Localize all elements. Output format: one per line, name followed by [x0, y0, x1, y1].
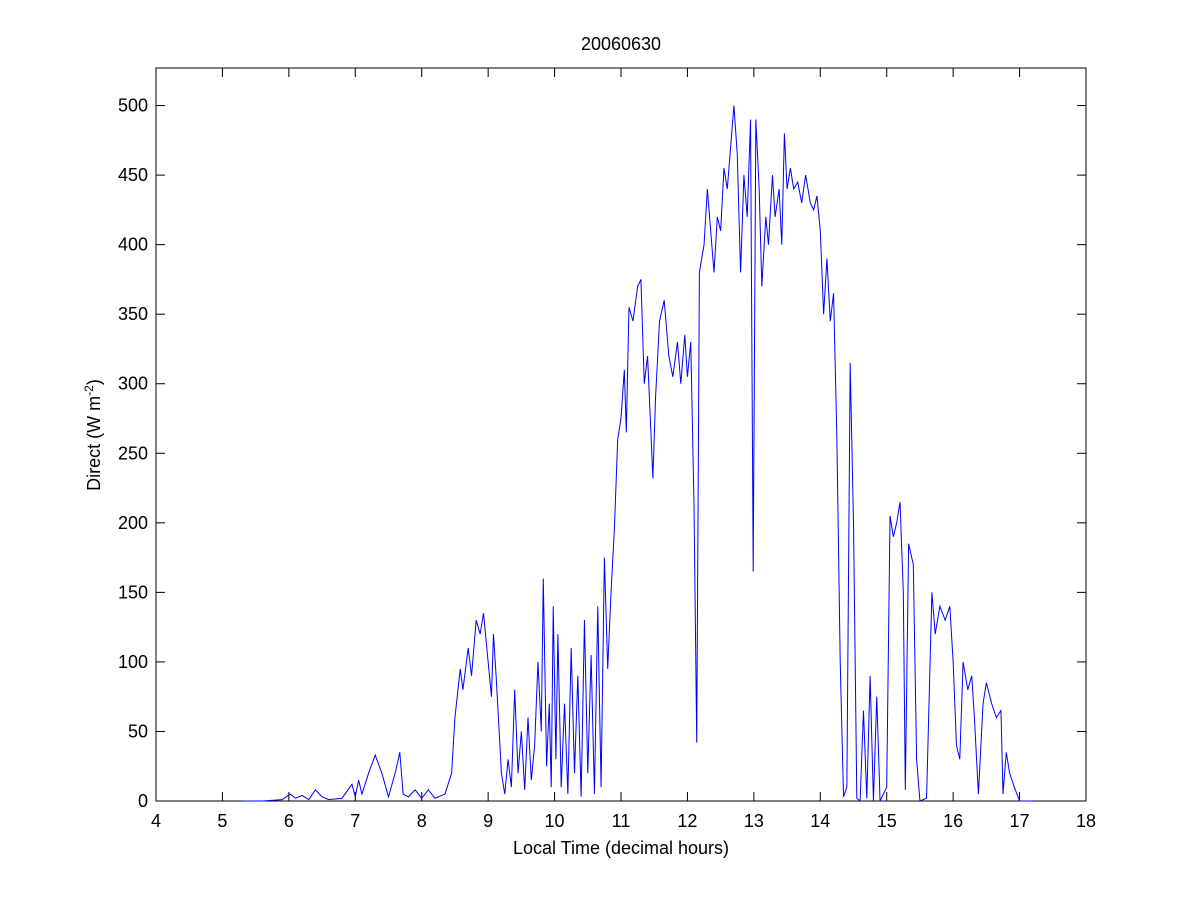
x-tick-label: 9 [483, 811, 493, 831]
y-label-text: Direct (W m [84, 396, 104, 491]
y-axis-label: Direct (W m-2) [82, 379, 104, 491]
x-tick-label: 6 [284, 811, 294, 831]
x-tick-label: 16 [943, 811, 963, 831]
x-axis-label: Local Time (decimal hours) [513, 838, 729, 858]
x-tick-label: 8 [417, 811, 427, 831]
y-tick-label: 150 [118, 582, 148, 602]
y-label-end: ) [84, 379, 104, 385]
y-tick-label: 300 [118, 374, 148, 394]
y-tick-label: 450 [118, 165, 148, 185]
y-tick-label: 0 [138, 791, 148, 811]
data-line [242, 105, 1033, 803]
x-tick-label: 17 [1010, 811, 1030, 831]
x-tick-label: 18 [1076, 811, 1096, 831]
x-tick-label: 7 [350, 811, 360, 831]
x-tick-label: 5 [217, 811, 227, 831]
x-tick-label: 12 [677, 811, 697, 831]
x-tick-label: 14 [810, 811, 830, 831]
y-tick-label: 100 [118, 652, 148, 672]
y-tick-label: 400 [118, 235, 148, 255]
y-tick-label: 500 [118, 96, 148, 116]
y-tick-label: 350 [118, 304, 148, 324]
x-tick-label: 10 [545, 811, 565, 831]
y-label-exponent: -2 [82, 385, 96, 396]
x-tick-label: 11 [612, 811, 631, 831]
y-tick-label: 250 [118, 443, 148, 463]
x-tick-label: 13 [744, 811, 764, 831]
y-tick-label: 50 [128, 721, 148, 741]
x-tick-label: 15 [877, 811, 897, 831]
chart-title: 20060630 [581, 34, 661, 54]
y-tick-label: 200 [118, 513, 148, 533]
x-tick-label: 4 [151, 811, 161, 831]
